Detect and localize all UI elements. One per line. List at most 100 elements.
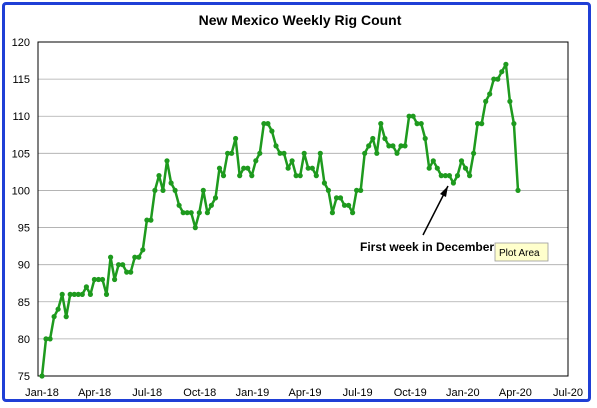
data-point (277, 150, 283, 156)
data-point (495, 76, 501, 82)
data-point (152, 187, 158, 193)
data-point (382, 135, 388, 142)
data-point (184, 210, 190, 216)
data-point (71, 291, 77, 297)
x-tick-label: Jan-20 (446, 387, 480, 399)
data-point (124, 269, 130, 275)
data-point (249, 173, 255, 179)
data-point (422, 135, 428, 142)
data-point (83, 284, 89, 290)
data-point (261, 121, 267, 127)
data-point (313, 173, 319, 179)
data-point (192, 225, 198, 231)
x-tick-label: Jul-20 (553, 387, 583, 399)
y-tick-label: 75 (18, 371, 30, 383)
data-point (128, 269, 134, 275)
data-point (491, 76, 497, 82)
data-point (442, 173, 448, 179)
data-point (180, 210, 186, 216)
data-point (394, 150, 400, 156)
data-point (160, 187, 166, 193)
data-point (341, 202, 348, 208)
y-tick-label: 90 (18, 260, 30, 272)
data-point (325, 187, 331, 193)
data-point (358, 187, 364, 193)
data-point (471, 150, 477, 156)
data-point (204, 210, 210, 216)
data-point (414, 121, 420, 127)
data-point (289, 158, 295, 164)
x-tick-label: Jul-18 (132, 387, 162, 399)
data-point (438, 173, 444, 179)
data-point (43, 336, 49, 342)
data-point (51, 314, 57, 320)
y-tick-label: 80 (18, 334, 30, 346)
y-tick-label: 100 (12, 185, 30, 197)
data-point (346, 202, 352, 208)
data-point (354, 187, 360, 193)
y-tick-label: 115 (12, 74, 30, 86)
data-point (196, 210, 202, 216)
data-point (333, 195, 340, 201)
annotation-text: First week in December (360, 240, 494, 254)
data-point (91, 276, 97, 283)
x-tick-label: Jan-19 (236, 387, 270, 399)
data-point (253, 158, 259, 164)
data-point (309, 165, 315, 171)
data-point (499, 69, 505, 75)
data-point (273, 143, 279, 149)
data-point (458, 158, 465, 164)
data-point (132, 254, 138, 260)
data-point (297, 173, 303, 179)
data-point (103, 291, 110, 297)
data-point (120, 262, 126, 268)
data-point (112, 276, 118, 283)
data-point (220, 173, 227, 179)
data-point (136, 254, 142, 260)
x-tick-label: Jan-18 (25, 387, 59, 399)
data-point (402, 143, 408, 149)
y-tick-label: 120 (12, 37, 30, 49)
data-point (350, 210, 356, 216)
data-point (212, 195, 219, 201)
data-point (225, 150, 231, 156)
data-point (208, 202, 214, 208)
data-point (265, 121, 271, 127)
data-point (462, 165, 469, 171)
series-line (40, 63, 520, 377)
y-tick-label: 85 (18, 297, 30, 309)
data-point (479, 121, 485, 127)
x-axis: Jan-18 Apr-18 Jul-18 Oct-18 Jan-19 Apr-19 Jul-… (25, 387, 583, 399)
data-point (418, 121, 424, 127)
data-point (366, 143, 372, 149)
x-tick-label: Apr-18 (78, 387, 111, 399)
data-point (257, 150, 263, 156)
data-point (370, 135, 376, 142)
data-point (176, 202, 182, 208)
tooltip-text: Plot Area (499, 248, 540, 259)
data-point (95, 276, 102, 283)
data-point (216, 165, 223, 171)
data-point (430, 158, 436, 164)
data-point (301, 150, 307, 156)
data-point (188, 210, 194, 216)
data-point (378, 121, 384, 127)
data-point (398, 143, 404, 149)
data-point (317, 150, 323, 156)
data-point (426, 165, 432, 171)
plot-area-border (37, 41, 569, 377)
data-point (75, 291, 81, 297)
y-tick-label: 105 (12, 148, 30, 160)
data-point (293, 173, 299, 179)
data-point (233, 135, 239, 142)
data-point (281, 150, 287, 156)
data-point (47, 336, 53, 342)
data-point (285, 165, 291, 171)
data-point (511, 121, 517, 127)
data-point (87, 291, 93, 297)
data-point (116, 262, 122, 268)
data-point (245, 165, 251, 171)
data-point (434, 165, 440, 171)
data-point (140, 247, 146, 253)
